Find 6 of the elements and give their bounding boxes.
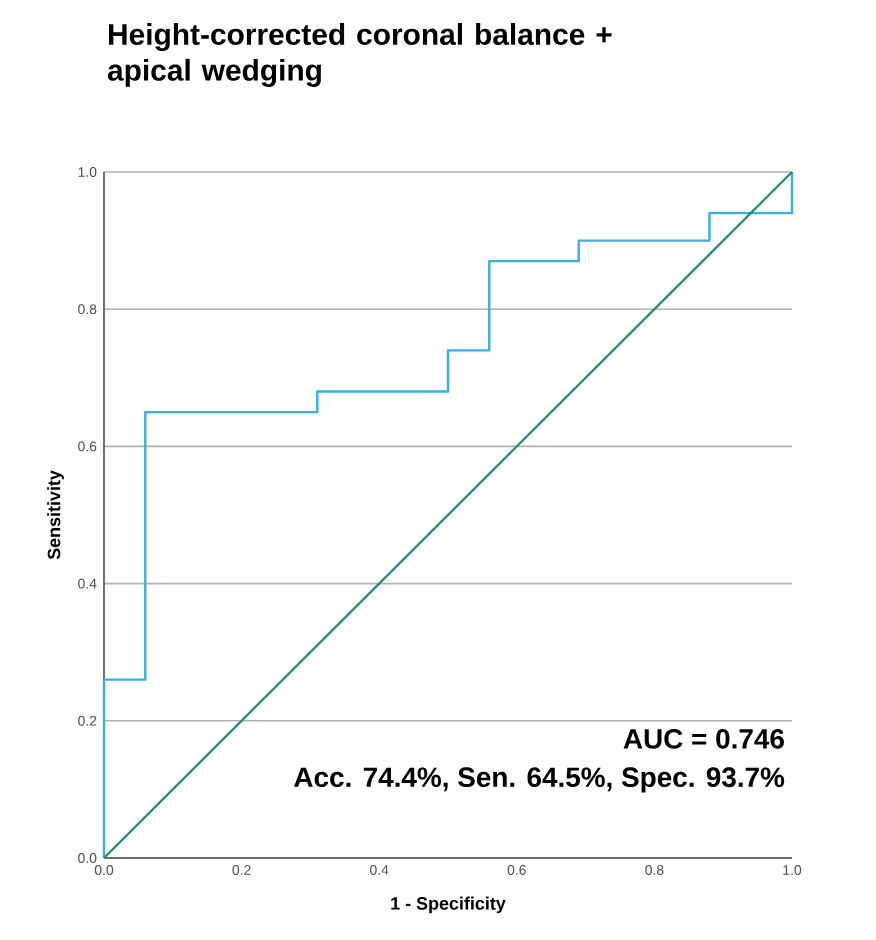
y-axis-title: Sensitivity [47, 470, 64, 560]
annotation: AUC = 0.746 [623, 728, 784, 749]
annotation: Acc. 74.4%, Sen. 64.5%, Spec. 93.7% [294, 767, 785, 793]
x-axis-title: 1 - Specificity [391, 896, 506, 914]
line-series [102, 170, 794, 860]
chart-title: Height-corrected coronal balance + apical wedging [107, 23, 612, 87]
